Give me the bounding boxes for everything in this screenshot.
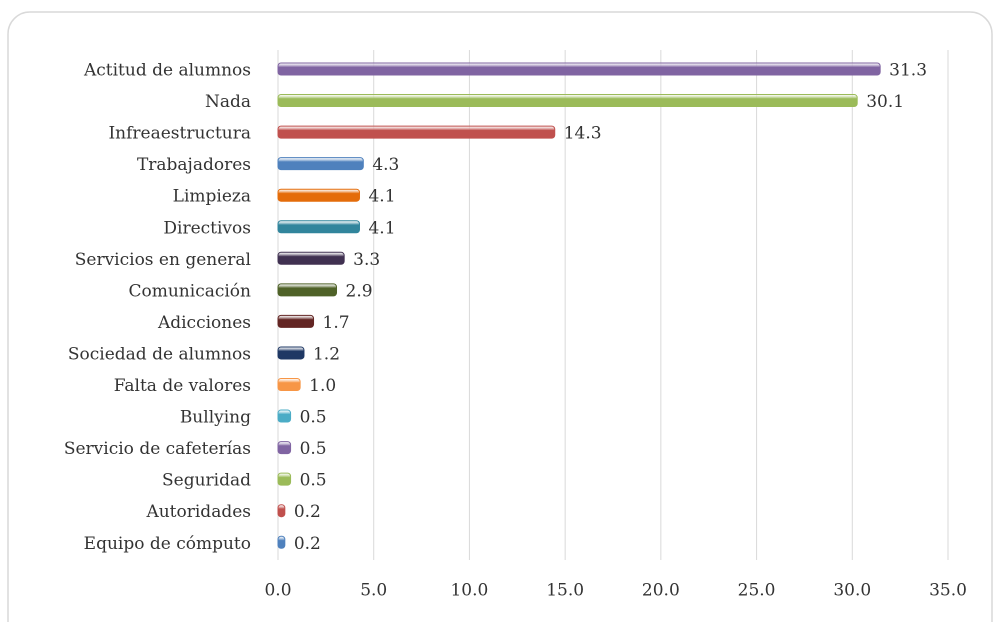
- bar: [277, 125, 556, 139]
- x-tick-label: 30.0: [833, 581, 871, 601]
- x-tick-label: 35.0: [929, 581, 967, 601]
- y-tick-label: Seguridad: [162, 471, 251, 491]
- bar: [277, 188, 360, 202]
- bar: [277, 535, 286, 549]
- y-tick-label: Adicciones: [157, 313, 251, 333]
- data-label: 0.5: [300, 471, 327, 491]
- bar: [277, 378, 301, 391]
- x-tick-label: 25.0: [738, 581, 776, 601]
- bar: [277, 472, 292, 486]
- y-tick-label: Bullying: [180, 408, 251, 428]
- bar: [277, 251, 345, 265]
- y-tick-label: Infreaestructura: [108, 124, 251, 144]
- bar: [277, 62, 881, 76]
- y-tick-label: Sociedad de alumnos: [68, 344, 251, 364]
- y-tick-label: Actitud de alumnos: [83, 61, 251, 81]
- y-tick-label: Servicios en general: [75, 250, 251, 270]
- data-label: 3.3: [353, 250, 380, 270]
- data-label: 14.3: [564, 124, 602, 144]
- y-tick-label: Limpieza: [173, 187, 251, 207]
- bar: [277, 314, 315, 328]
- x-tick-label: 20.0: [642, 581, 680, 601]
- y-tick-label: Autoridades: [145, 502, 251, 522]
- data-label: 1.7: [323, 313, 350, 333]
- x-tick-label: 15.0: [546, 581, 584, 601]
- bar: [277, 283, 338, 297]
- data-label: 30.1: [866, 92, 904, 112]
- x-tick-label: 0.0: [264, 581, 291, 601]
- bar: [277, 220, 360, 234]
- bar: [277, 157, 364, 171]
- bar: [277, 346, 305, 360]
- y-tick-label: Falta de valores: [114, 376, 251, 396]
- y-tick-label: Directivos: [163, 218, 251, 238]
- bar: [277, 94, 858, 108]
- data-label: 1.2: [313, 344, 340, 364]
- data-label: 4.1: [368, 187, 395, 207]
- data-label: 0.2: [294, 534, 321, 554]
- y-tick-label: Nada: [205, 92, 251, 112]
- y-tick-label: Equipo de cómputo: [84, 534, 251, 554]
- data-label: 4.1: [368, 218, 395, 238]
- data-label: 31.3: [889, 61, 927, 81]
- bar: [277, 504, 286, 518]
- y-tick-label: Comunicación: [129, 281, 252, 301]
- data-label: 0.2: [294, 502, 321, 522]
- data-label: 1.0: [309, 376, 336, 396]
- data-label: 0.5: [300, 408, 327, 428]
- data-label: 2.9: [346, 281, 373, 301]
- bar: [277, 409, 292, 423]
- data-label: 0.5: [300, 439, 327, 459]
- bar: [277, 441, 292, 455]
- y-tick-label: Servicio de cafeterías: [64, 439, 251, 459]
- data-label: 4.3: [372, 155, 399, 175]
- chart-frame: [7, 11, 993, 626]
- y-tick-label: Trabajadores: [137, 155, 251, 175]
- x-tick-label: 10.0: [450, 581, 488, 601]
- x-tick-label: 5.0: [360, 581, 387, 601]
